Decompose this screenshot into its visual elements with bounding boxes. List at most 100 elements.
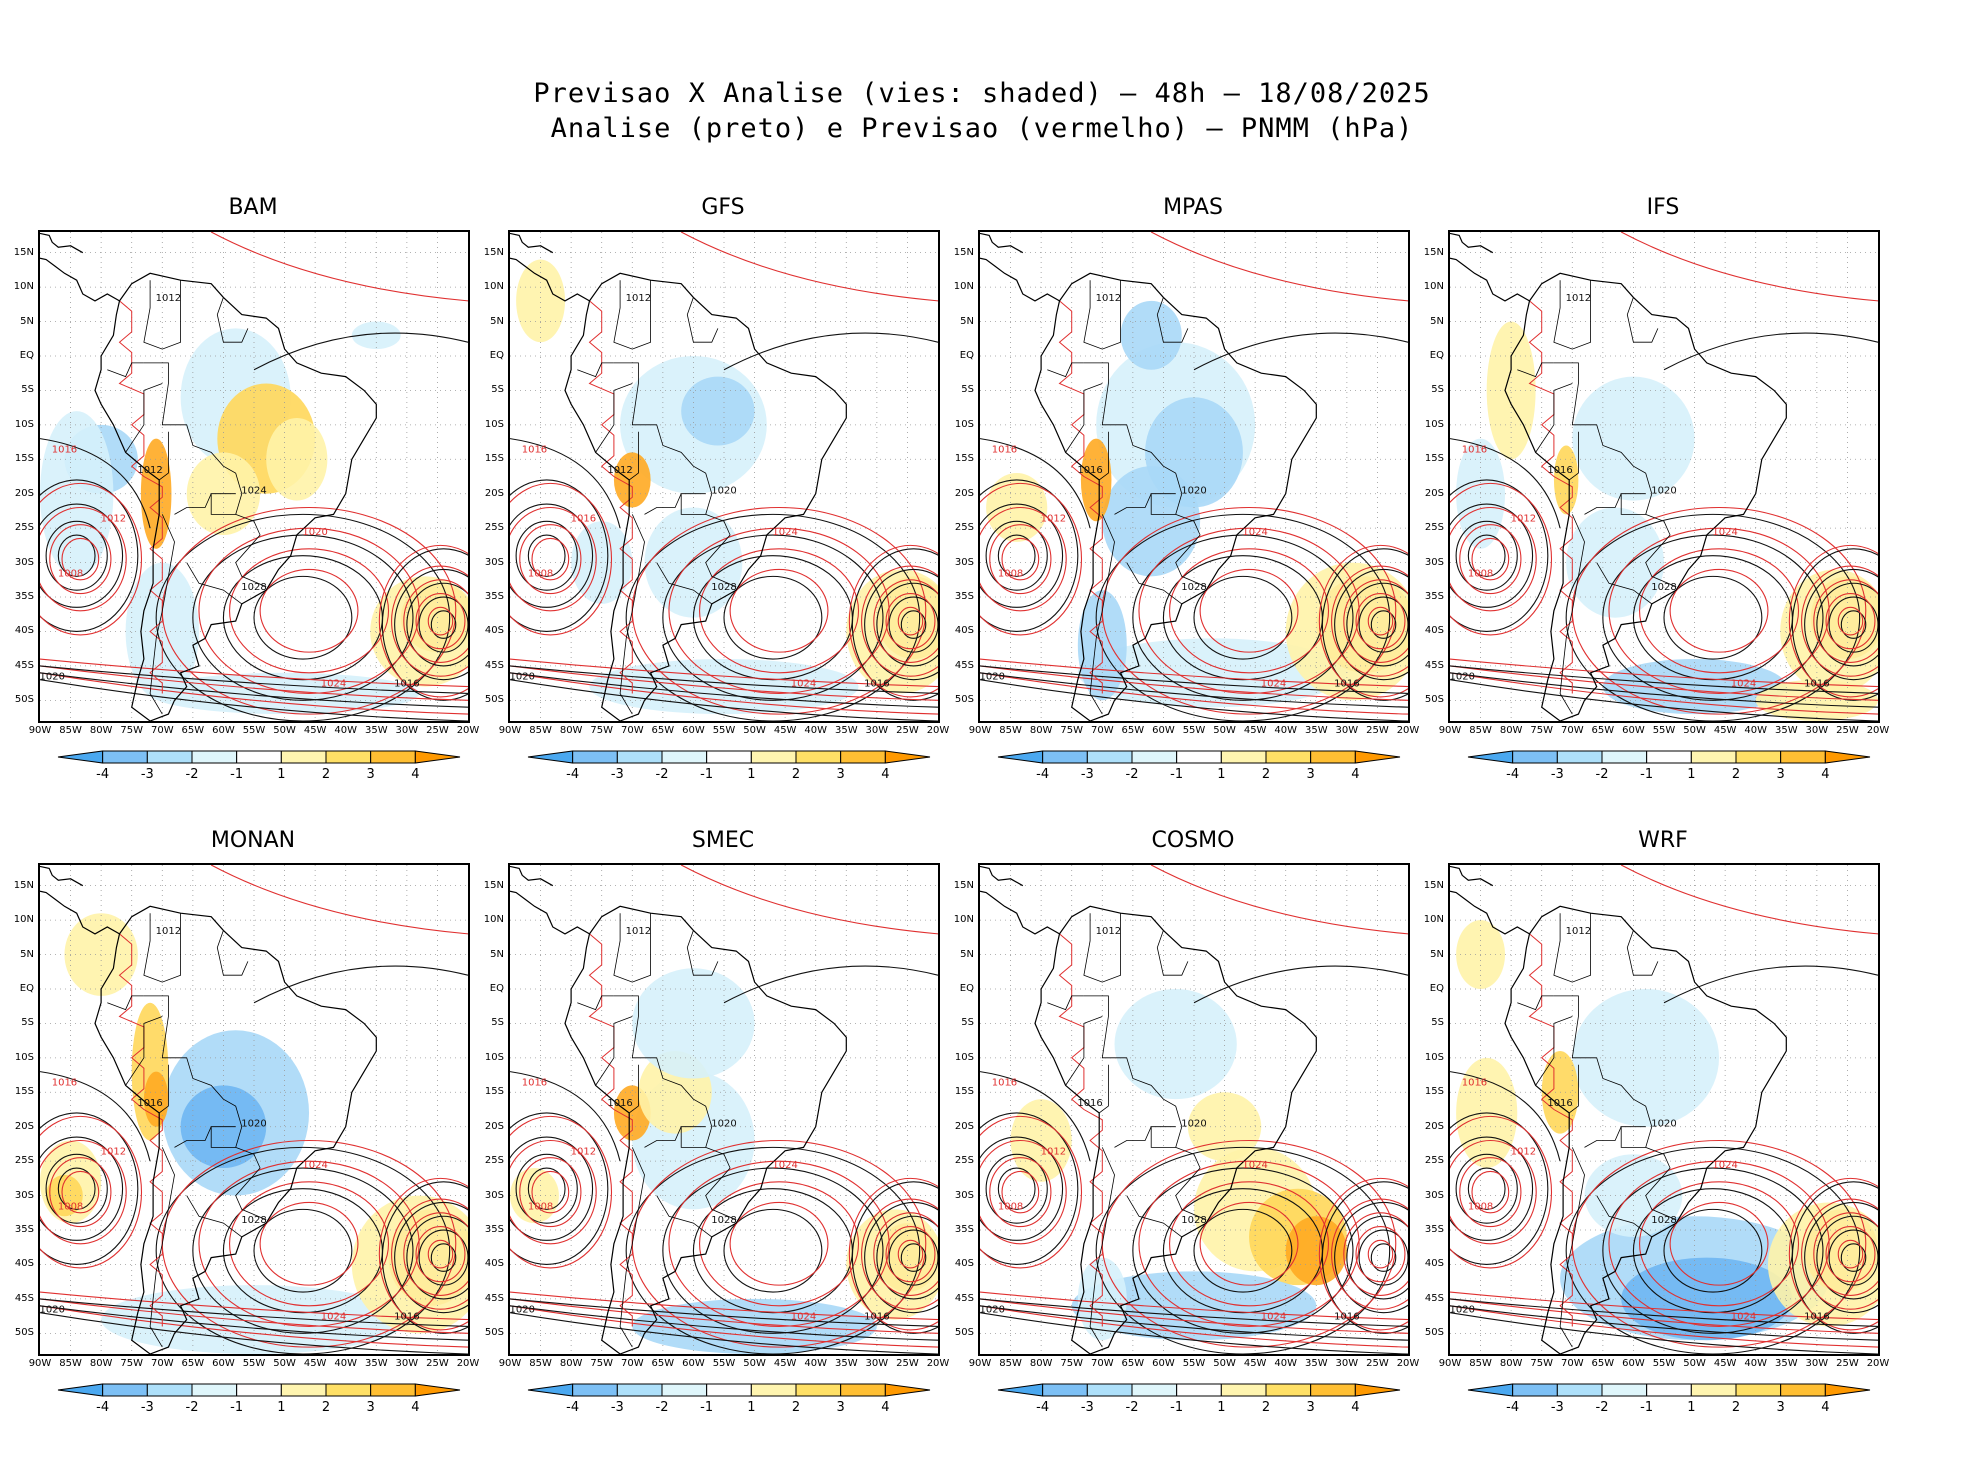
longitude-label: 85W <box>1469 1358 1492 1369</box>
analysis-isobar <box>723 1208 823 1293</box>
analysis-isobar <box>40 1312 468 1354</box>
central-america-coast <box>1450 232 1494 254</box>
longitude-label: 30W <box>1335 1358 1359 1369</box>
colorbar-label: -2 <box>186 767 199 782</box>
latitude-label: 50S <box>484 1327 504 1339</box>
country-border <box>1559 1147 1585 1348</box>
longitude-label: 70W <box>150 1358 174 1369</box>
analysis-isobar <box>1816 582 1878 667</box>
forecast-isobar <box>729 1201 829 1286</box>
bias-patch <box>516 259 566 343</box>
forecast-isobar <box>40 658 468 688</box>
analysis-isobar <box>1565 1146 1861 1354</box>
latitude-label: 10N <box>953 281 974 293</box>
country-border <box>595 383 633 453</box>
contour-label: 1020 <box>1450 1305 1475 1316</box>
analysis-isobar <box>1450 1112 1549 1265</box>
country-border <box>1047 362 1084 378</box>
forecast-isobar <box>588 300 633 694</box>
forecast-isobar <box>210 865 468 935</box>
longitude-label: 50W <box>1213 1358 1236 1369</box>
country-border <box>1150 1126 1176 1148</box>
longitude-label: 30W <box>395 725 419 736</box>
colorbar-label: 1 <box>277 767 285 782</box>
contour-label: 1024 <box>1712 527 1737 538</box>
contour-labels: 1012 1016 1016 1012 1020 1024 1028 1008 1020 1024… <box>980 293 1360 690</box>
latitude-label: 5N <box>490 948 504 960</box>
forecast-isobar <box>378 1177 468 1331</box>
contour-label: 1020 <box>1450 672 1475 683</box>
latitude-label: 40S <box>484 625 504 637</box>
longitude-label: 60W <box>682 1358 705 1369</box>
colorbar-label: -1 <box>1170 767 1183 782</box>
analysis-isobar <box>1095 513 1391 721</box>
latitude-label: 25S <box>484 522 504 534</box>
forecast-isobar <box>228 548 390 674</box>
analysis-isobar <box>1791 1181 1878 1334</box>
map-frame: 1012 1016 1016 1012 1020 1024 1028 1008 1020 1024… <box>1448 863 1880 1356</box>
forecast-isobar <box>1450 1305 1878 1348</box>
longitude-label: 60W <box>1622 725 1645 736</box>
country-border <box>1083 913 1121 983</box>
analysis-isobar <box>222 555 383 681</box>
contour-label: 1024 <box>772 1160 797 1171</box>
contour-label: 1028 <box>1181 1215 1206 1226</box>
latitude-label: 45S <box>14 659 34 671</box>
country-border <box>174 1126 236 1148</box>
analysis-isobar <box>1467 1167 1506 1210</box>
forecast-isobar <box>989 1157 1052 1228</box>
panel-title: GFS <box>701 195 745 220</box>
latitude-label: 50S <box>1424 1327 1444 1339</box>
country-border <box>613 280 651 350</box>
forecast-isobar <box>1837 606 1864 636</box>
contour-label: 1028 <box>711 1215 736 1226</box>
longitude-label: 65W <box>1591 1358 1615 1369</box>
forecast-isobar <box>40 1291 468 1321</box>
forecast-isobar <box>873 1212 938 1296</box>
longitude-label: 30W <box>865 1358 889 1369</box>
contour-label: 1008 <box>58 1201 83 1212</box>
forecast-isobar <box>989 524 1052 595</box>
contour-label: 1028 <box>241 582 266 593</box>
colorbar-label: 3 <box>1777 767 1785 782</box>
forecast-isobar <box>118 933 163 1327</box>
latitude-label: 30S <box>484 556 504 568</box>
forecast-isobar <box>40 1298 468 1334</box>
forecast-isobar <box>873 579 938 663</box>
latitude-label: 5N <box>20 315 34 327</box>
forecast-isobar <box>1367 606 1394 636</box>
colorbar-bin <box>1601 1383 1648 1397</box>
latitude-label: 10N <box>1423 281 1444 293</box>
analysis-isobar <box>1370 1243 1397 1272</box>
analysis-isobar <box>985 520 1048 591</box>
analysis-isobar <box>40 1071 151 1162</box>
longitude-label: 20W <box>1396 725 1420 736</box>
analysis-isobar <box>1346 1215 1408 1300</box>
colorbar-bin <box>840 750 886 764</box>
colorbar-label: -2 <box>1596 767 1609 782</box>
country-border <box>1535 1016 1573 1086</box>
forecast-isobar <box>1608 1160 1830 1328</box>
country-border <box>1584 493 1646 515</box>
latitude-label: 10S <box>14 1051 34 1063</box>
colorbar-label: 2 <box>792 1400 800 1415</box>
forecast-isobar <box>1813 579 1878 663</box>
forecast-isobar <box>848 544 938 698</box>
colorbar-label: 2 <box>1732 1400 1740 1415</box>
analysis-isobar <box>40 665 468 695</box>
longitude-label: 45W <box>1713 1358 1737 1369</box>
analysis-isobar <box>1450 479 1549 632</box>
analysis-isobar <box>40 1136 124 1241</box>
analysis-isobar <box>510 665 938 695</box>
country-border <box>1553 362 1677 588</box>
contour-label: 1012 <box>1041 513 1066 524</box>
analysis-isobar <box>1193 575 1293 660</box>
longitude-label: 70W <box>1560 725 1584 736</box>
panel-monan: MONAN 1012 1016 1016 1012 1020 1024 1028 1008 102… <box>0 828 480 1468</box>
longitude-label: 35W <box>834 1358 858 1369</box>
latitude-label: 15N <box>953 879 974 891</box>
country-border <box>1065 383 1103 453</box>
analysis-isobar <box>510 679 938 721</box>
longitude-label: 65W <box>1121 725 1145 736</box>
colorbar-label: -4 <box>1506 767 1519 782</box>
